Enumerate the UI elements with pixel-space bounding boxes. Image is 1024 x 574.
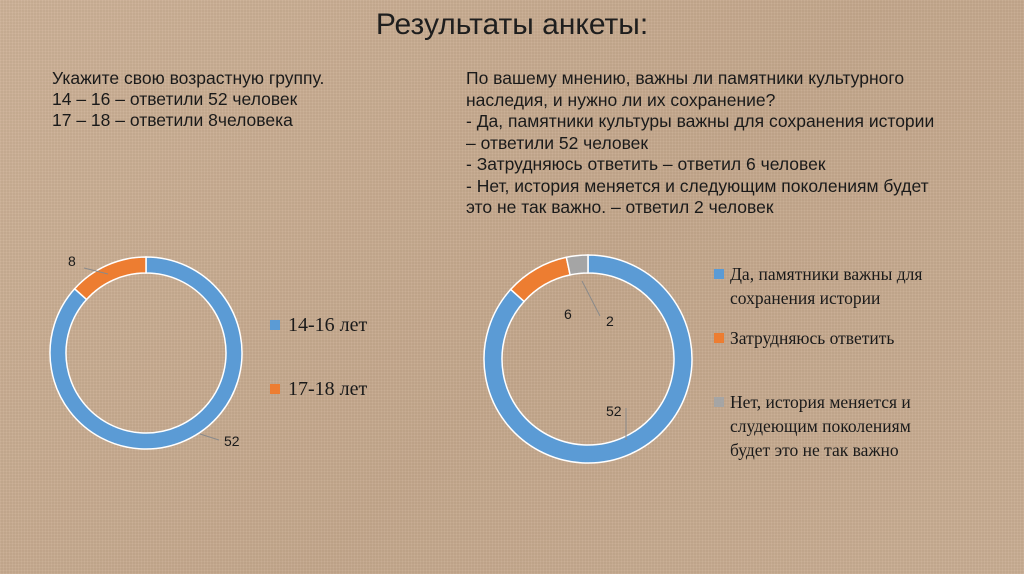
- age-chart-legend: 14-16 лет 17-18 лет: [270, 312, 367, 440]
- chart1-slice-0: [49, 256, 243, 450]
- chart2-leader-line: [581, 280, 601, 317]
- chart2-slice-1: [509, 256, 572, 303]
- chart1-legend-item: 17-18 лет: [270, 376, 367, 402]
- question-age-line: Укажите свою возрастную группу.: [52, 68, 325, 88]
- chart1-leader-line: [199, 433, 220, 441]
- chart1-slice-1: [73, 256, 147, 301]
- legend-swatch: [270, 320, 280, 330]
- legend-label: Затрудняюсь ответить: [730, 328, 895, 348]
- chart1-data-label: 52: [224, 433, 240, 449]
- legend-label: Нет, история меняется и слудеющим поколен…: [730, 392, 911, 460]
- legend-label: 14-16 лет: [288, 313, 368, 336]
- chart2-legend-item: Нет, история меняется и слудеющим поколен…: [714, 390, 1014, 462]
- question-monuments: По вашему мнению, важны ли памятники кул…: [466, 68, 1006, 219]
- question-monuments-line: – ответили 52 человек: [466, 132, 649, 153]
- page-title: Результаты анкеты:: [375, 8, 649, 41]
- chart2-data-label: 2: [606, 313, 614, 329]
- chart2-data-label: 52: [606, 403, 622, 419]
- chart1-data-label: 8: [68, 253, 76, 269]
- question-age-group: Укажите свою возрастную группу. 14 – 16 …: [52, 68, 432, 131]
- question-age-line: 14 – 16 – ответили 52 человек: [52, 89, 298, 109]
- legend-swatch: [714, 397, 724, 407]
- legend-label: Да, памятники важны для сохранения истори…: [730, 264, 923, 308]
- chart2-legend-item: Затрудняюсь ответить: [714, 326, 1014, 350]
- question-monuments-line: - Нет, история меняется и следующим поко…: [466, 175, 929, 196]
- question-monuments-line: По вашему мнению, важны ли памятники кул…: [466, 68, 905, 88]
- chart2-legend-item: Да, памятники важны для сохранения истори…: [714, 262, 1014, 310]
- chart2-slice-2: [565, 254, 589, 276]
- chart2-data-label: 6: [564, 306, 572, 322]
- legend-label: 17-18 лет: [288, 377, 368, 400]
- legend-swatch: [270, 384, 280, 394]
- question-monuments-line: наследия, и нужно ли их сохранение?: [466, 89, 776, 110]
- chart1-legend-item: 14-16 лет: [270, 312, 367, 338]
- chart1-leader-line: [83, 267, 109, 275]
- legend-swatch: [714, 269, 724, 279]
- question-monuments-line: это не так важно. – ответил 2 человек: [466, 197, 774, 217]
- question-monuments-line: - Затрудняюсь ответить – ответил 6 челов…: [466, 154, 826, 174]
- chart2-slice-0: [483, 254, 693, 464]
- monuments-chart-legend: Да, памятники важны для сохранения истори…: [714, 262, 1014, 462]
- question-monuments-line: - Да, памятники культуры важны для сохра…: [466, 111, 935, 131]
- legend-swatch: [714, 333, 724, 343]
- question-age-line: 17 – 18 – ответили 8человека: [52, 110, 293, 130]
